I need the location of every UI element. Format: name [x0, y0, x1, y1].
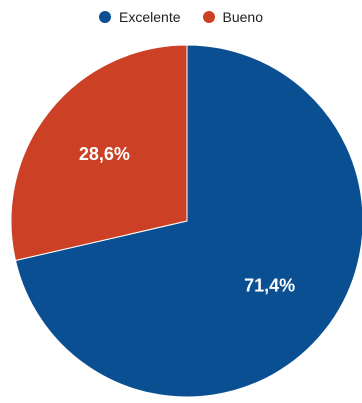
- slice-excelente: [14, 44, 362, 398]
- legend-label-bueno: Bueno: [222, 9, 263, 25]
- data-label-bueno: 28,6%: [79, 144, 130, 164]
- data-label-excelente: 71,4%: [244, 276, 295, 296]
- legend-item-excelente: Excelente: [99, 9, 181, 25]
- chart-legend: Excelente Bueno: [0, 9, 362, 25]
- legend-label-excelente: Excelente: [119, 9, 181, 25]
- slice-bueno: [10, 44, 188, 262]
- legend-item-bueno: Bueno: [202, 9, 263, 25]
- legend-swatch-bueno: [202, 11, 215, 23]
- legend-swatch-excelente: [99, 11, 112, 23]
